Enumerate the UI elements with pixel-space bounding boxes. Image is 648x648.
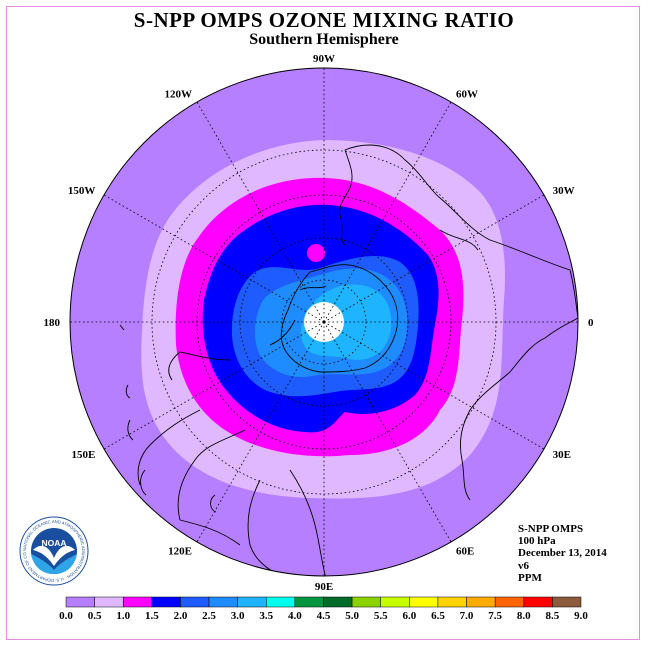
- meridian-line: [323, 194, 545, 323]
- info-level: 100 hPa: [518, 535, 556, 548]
- info-units: PPM: [518, 571, 542, 584]
- meridian-label: 90E: [315, 581, 333, 593]
- meridian-label: 150E: [72, 449, 96, 461]
- product-info: S-NPP OMPS 100 hPa December 13, 2014 v6 …: [518, 523, 607, 584]
- meridian-labels: 90W 60W 30W 0 30E 60E 90E 120E 150E 180 150W 120W: [44, 53, 595, 593]
- info-instrument: S-NPP OMPS: [518, 523, 584, 535]
- ozone-band-1.0-1.5-blob: [307, 244, 325, 262]
- noaa-logo-text: NOAA: [41, 538, 66, 548]
- info-date: December 13, 2014: [518, 547, 607, 560]
- meridian-line: [196, 321, 325, 543]
- meridian-label: 120W: [165, 88, 193, 100]
- meridian-line: [323, 321, 545, 450]
- meridian-label: 90W: [313, 53, 335, 65]
- noaa-logo: NOAA NATIONAL OCEANIC AND ATMOSPHERIC AD…: [19, 516, 89, 586]
- meridian-label: 150W: [68, 185, 96, 197]
- meridian-line: [323, 321, 452, 543]
- map-boundary: [69, 67, 579, 577]
- meridian-line: [196, 101, 325, 323]
- meridian-line: [103, 194, 325, 323]
- meridian-label: 180: [44, 317, 61, 329]
- meridian-line: [103, 321, 325, 450]
- coastlines: [119, 144, 578, 576]
- meridian-label: 30E: [553, 449, 571, 461]
- figure-subtitle: Southern Hemisphere: [249, 31, 399, 48]
- meridian-label: 120E: [168, 546, 192, 558]
- meridian-line: [323, 101, 452, 323]
- figure-border: [6, 6, 640, 640]
- meridian-label: 0: [588, 317, 594, 329]
- south-pole-marker: [322, 320, 326, 324]
- graticule: [70, 68, 578, 576]
- meridian-label: 30W: [553, 185, 575, 197]
- figure-title: S-NPP OMPS OZONE MIXING RATIO: [133, 8, 515, 32]
- meridian-label: 60W: [456, 88, 478, 100]
- meridian-label: 60E: [456, 546, 474, 558]
- info-version: v6: [518, 559, 529, 572]
